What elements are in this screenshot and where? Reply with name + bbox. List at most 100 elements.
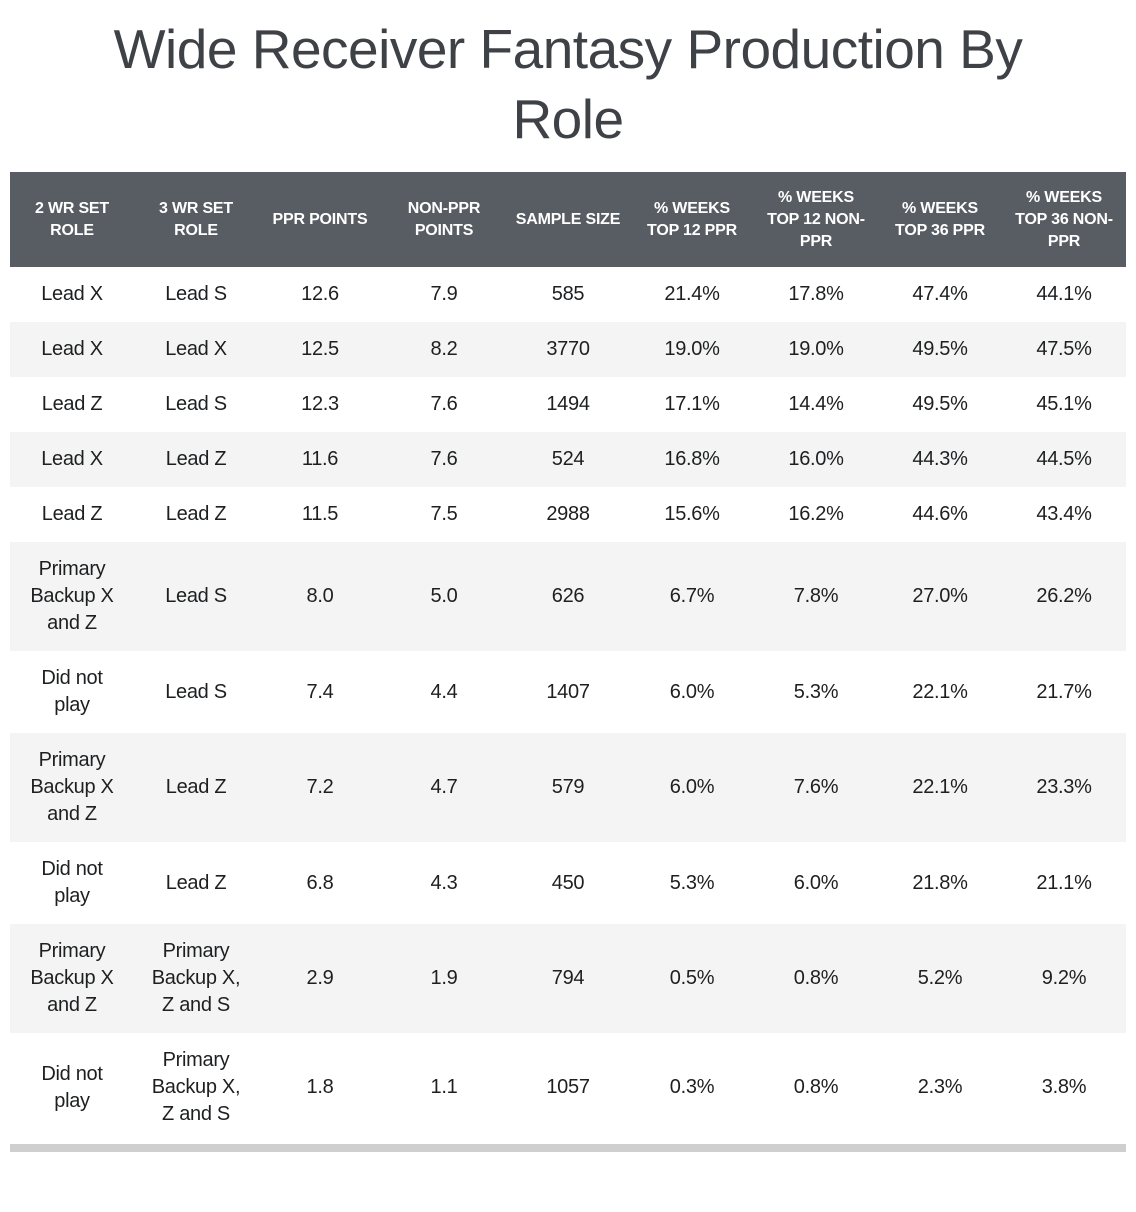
column-header: 3 WR SET ROLE (159, 199, 233, 239)
table-cell: Did not play (10, 1033, 134, 1142)
table-cell: 7.5 (382, 487, 506, 542)
table-cell: 21.7% (1002, 651, 1126, 733)
table-cell: 450 (506, 842, 630, 924)
table-row: Primary Backup X and Z Primary Backup X, … (10, 924, 1126, 1033)
table-cell: 6.0% (630, 733, 754, 842)
table-cell: 21.4% (630, 267, 754, 322)
table-row: Did not play Lead Z 6.8 4.3 450 5.3% 6.0% 21.8%… (10, 842, 1126, 924)
table-cell: Lead X (10, 267, 134, 322)
table-cell: 23.3% (1002, 733, 1126, 842)
table-cell: 22.1% (878, 651, 1002, 733)
table-cell: 7.6% (754, 733, 878, 842)
table-cell: 1.1 (382, 1033, 506, 1142)
table-cell: Lead S (134, 651, 258, 733)
table-cell: 5.2% (878, 924, 1002, 1033)
table-cell: 19.0% (754, 322, 878, 377)
table-cell: 7.9 (382, 267, 506, 322)
table-row: Lead X Lead Z 11.6 7.6 524 16.8% 16.0% 44.3% 44.… (10, 432, 1126, 487)
table-row: Lead X Lead X 12.5 8.2 3770 19.0% 19.0% 49.5% 47… (10, 322, 1126, 377)
table-cell: Lead S (134, 377, 258, 432)
table-cell: 43.4% (1002, 487, 1126, 542)
header-row: 2 WR SET ROLE 3 WR SET ROLE PPR POINTS NON-… (10, 172, 1126, 267)
table-cell: 4.3 (382, 842, 506, 924)
bottom-divider-bar (10, 1144, 1126, 1152)
table-cell: Did not play (10, 842, 134, 924)
table-cell: Primary Backup X and Z (10, 542, 134, 651)
table-cell: 4.7 (382, 733, 506, 842)
table-cell: Lead Z (134, 733, 258, 842)
table-cell: 585 (506, 267, 630, 322)
table-cell: 1407 (506, 651, 630, 733)
table-cell: 7.6 (382, 432, 506, 487)
column-header: % WEEKS TOP 12 NON-PPR (767, 188, 865, 250)
table-cell: 7.6 (382, 377, 506, 432)
table-cell: Lead Z (10, 377, 134, 432)
table-cell: 6.7% (630, 542, 754, 651)
table-head: 2 WR SET ROLE 3 WR SET ROLE PPR POINTS NON-… (10, 172, 1126, 267)
column-header: % WEEKS TOP 12 PPR (647, 199, 737, 239)
table-cell: 2.9 (258, 924, 382, 1033)
table-cell: 45.1% (1002, 377, 1126, 432)
table-cell: 6.8 (258, 842, 382, 924)
table-cell: 47.4% (878, 267, 1002, 322)
table-cell: 0.8% (754, 924, 878, 1033)
table-cell: 47.5% (1002, 322, 1126, 377)
table-cell: 21.8% (878, 842, 1002, 924)
table-cell: 1.8 (258, 1033, 382, 1142)
table-cell: 794 (506, 924, 630, 1033)
table-row: Primary Backup X and Z Lead Z 7.2 4.7 579 6.0… (10, 733, 1126, 842)
table-cell: 3.8% (1002, 1033, 1126, 1142)
table-cell: 44.1% (1002, 267, 1126, 322)
table-cell: Lead Z (134, 432, 258, 487)
table-cell: Lead S (134, 267, 258, 322)
table-cell: Lead X (10, 322, 134, 377)
table-cell: 5.3% (630, 842, 754, 924)
table-cell: 15.6% (630, 487, 754, 542)
table-cell: 6.0% (754, 842, 878, 924)
table-cell: 6.0% (630, 651, 754, 733)
table-cell: 2.3% (878, 1033, 1002, 1142)
table-cell: 27.0% (878, 542, 1002, 651)
table-cell: 0.5% (630, 924, 754, 1033)
table-cell: 17.8% (754, 267, 878, 322)
column-header: % WEEKS TOP 36 NON-PPR (1015, 188, 1113, 250)
table-cell: 7.8% (754, 542, 878, 651)
table-row: Primary Backup X and Z Lead S 8.0 5.0 626 6.7… (10, 542, 1126, 651)
table-cell: 19.0% (630, 322, 754, 377)
table-cell: 44.3% (878, 432, 1002, 487)
table-cell: Lead X (134, 322, 258, 377)
table-cell: 0.3% (630, 1033, 754, 1142)
table-cell: 44.5% (1002, 432, 1126, 487)
table-cell: 2988 (506, 487, 630, 542)
table-cell: 16.0% (754, 432, 878, 487)
table-cell: 16.8% (630, 432, 754, 487)
data-table: 2 WR SET ROLE 3 WR SET ROLE PPR POINTS NON-… (10, 172, 1126, 1142)
table-cell: Primary Backup X, Z and S (134, 924, 258, 1033)
page-title: Wide Receiver Fantasy Production By Role (113, 18, 1023, 150)
table-cell: 5.3% (754, 651, 878, 733)
table-cell: Lead X (10, 432, 134, 487)
table-cell: 7.2 (258, 733, 382, 842)
table-cell: 49.5% (878, 322, 1002, 377)
table-cell: 12.6 (258, 267, 382, 322)
table-cell: 12.3 (258, 377, 382, 432)
column-header: 2 WR SET ROLE (35, 199, 109, 239)
table-cell: 49.5% (878, 377, 1002, 432)
table-cell: 579 (506, 733, 630, 842)
table-cell: 1057 (506, 1033, 630, 1142)
table-cell: 626 (506, 542, 630, 651)
column-header: SAMPLE SIZE (515, 210, 621, 228)
table-cell: 1494 (506, 377, 630, 432)
table-cell: Primary Backup X, Z and S (134, 1033, 258, 1142)
table-cell: 11.5 (258, 487, 382, 542)
table-cell: 1.9 (382, 924, 506, 1033)
table-cell: Lead Z (134, 842, 258, 924)
table-cell: Lead S (134, 542, 258, 651)
table-row: Did not play Primary Backup X, Z and S 1.8… (10, 1033, 1126, 1142)
table-cell: 4.4 (382, 651, 506, 733)
table-cell: Primary Backup X and Z (10, 924, 134, 1033)
table-cell: 22.1% (878, 733, 1002, 842)
table-cell: 5.0 (382, 542, 506, 651)
table-cell: 12.5 (258, 322, 382, 377)
table-cell: Lead Z (10, 487, 134, 542)
